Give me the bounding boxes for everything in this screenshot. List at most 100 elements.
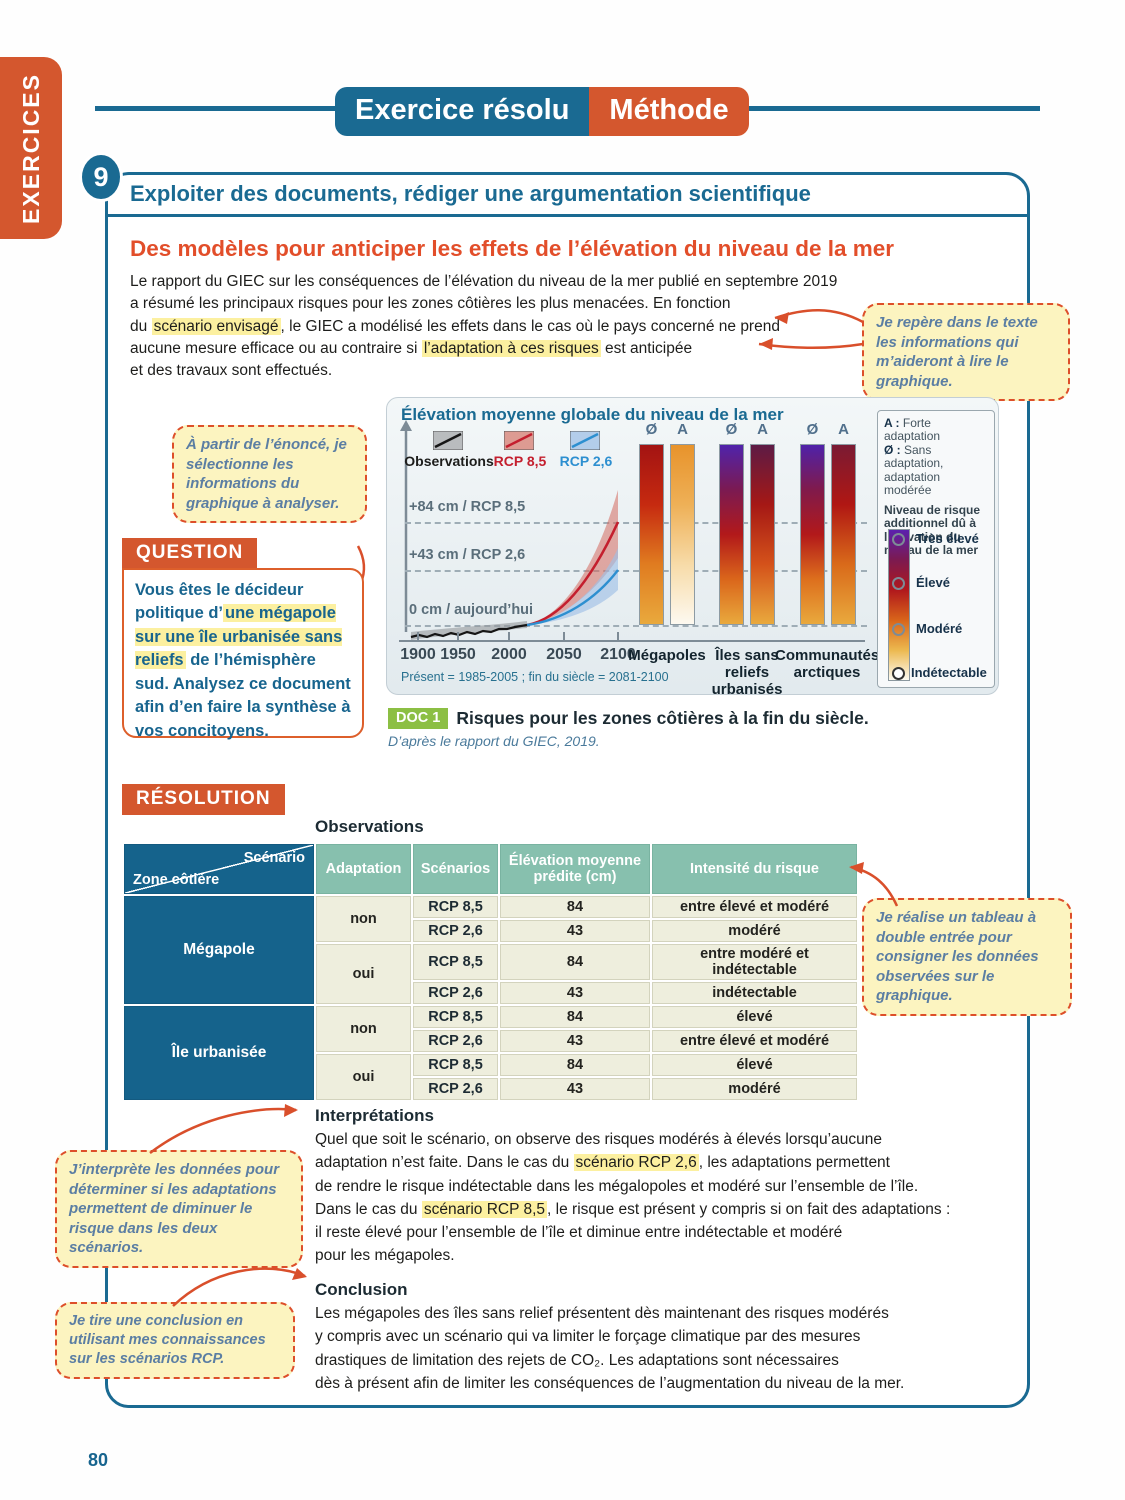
group-label-arctiques: Communautés arctiques [775, 647, 880, 681]
legend-sans-adaptation: Ø : Sans adaptation, adaptation modérée [884, 442, 988, 498]
conclusion-text: drastiques de limitation des rejets de C… [315, 1351, 839, 1369]
intro-text: du [130, 317, 152, 335]
x-tick [457, 632, 459, 641]
highlight-rcp85: scénario RCP 8,5 [421, 1200, 548, 1218]
elevation-cell: 43 [500, 982, 650, 1004]
scenario-cell: RCP 8,5 [413, 944, 498, 980]
elevation-cell: 84 [500, 1054, 650, 1076]
y-label-0: 0 cm / aujourd’hui [409, 602, 534, 618]
bar-header-adaptation: A [677, 421, 688, 438]
bar-header-no-adaptation: Ø [806, 421, 819, 438]
highlight-adaptation-risques: l’adaptation à ces risques [421, 339, 601, 357]
scenario-cell: RCP 2,6 [413, 1078, 498, 1100]
legend-key-O-text: Sans adaptation, adaptation modérée [884, 442, 944, 498]
zone-cell-ile-urbanisee: Île urbanisée [124, 1006, 314, 1100]
intro-text: , le GIEC a modélisé les effets dans le … [280, 317, 780, 335]
scenario-cell: RCP 2,6 [413, 1030, 498, 1052]
conclusion-paragraph: Les mégapoles des îles sans relief prése… [315, 1302, 975, 1395]
legend-key-A-text: Forte adaptation [884, 416, 941, 444]
table-corner-cell: Scénario Zone côtière [124, 844, 314, 894]
x-axis-note: Présent = 1985-2005 ; fin du siècle = 20… [401, 670, 669, 684]
header-badges: Exercice résolu Méthode [335, 87, 749, 136]
gridline-0cm [405, 625, 867, 627]
risk-cell: entre élevé et modéré [652, 1030, 857, 1052]
risk-cell: indétectable [652, 982, 857, 1004]
scenario-cell: RCP 8,5 [413, 1054, 498, 1076]
title-divider [107, 214, 1028, 217]
gridline-43cm [405, 570, 867, 572]
intro-text: et des travaux sont effectués. [130, 362, 333, 380]
header-badge-exercice-resolu: Exercice résolu [335, 87, 590, 136]
elevation-cell: 84 [500, 944, 650, 980]
x-tick [563, 632, 565, 641]
exercise-subtitle: Des modèles pour anticiper les effets de… [130, 236, 895, 261]
risk-circle-tres-eleve [892, 533, 905, 546]
risk-scale-gradient [888, 529, 910, 681]
bar-header-no-adaptation: Ø [645, 421, 658, 438]
scenario-cell: RCP 8,5 [413, 1006, 498, 1028]
x-tick-2100: 2100 [600, 646, 636, 663]
col-header-adaptation: Adaptation [316, 844, 411, 894]
arrow-to-intro-text [758, 309, 864, 350]
exercise-number-badge: 9 [82, 155, 120, 199]
intro-text: aucune mesure efficace ou au contraire s… [130, 339, 422, 357]
x-tick-2050: 2050 [546, 646, 582, 663]
adaptation-cell: non [316, 896, 411, 942]
risk-bar-iles-adapt [750, 444, 775, 625]
sea-level-curves [410, 490, 620, 640]
risk-bar-iles-no-adapt [719, 444, 744, 625]
exercise-title: Exploiter des documents, rédiger une arg… [130, 181, 811, 206]
interp-text: adaptation n’est faite. Dans le cas du [315, 1154, 574, 1172]
gridline-84cm [405, 522, 867, 524]
tip-bubble-conclusion: Je tire une conclusion en utilisant mes … [55, 1302, 295, 1379]
interpretations-heading: Interprétations [315, 1106, 435, 1125]
risk-cell: entre modéré et indétectable [652, 944, 857, 980]
rcp85-swatch-icon [504, 431, 534, 450]
risk-cell: entre élevé et modéré [652, 896, 857, 918]
scenario-cell: RCP 2,6 [413, 920, 498, 942]
tip-bubble-selection-informations: À partir de l’énoncé, je sélectionne les… [172, 425, 367, 523]
legend-rcp85: RCP 8,5 [493, 453, 547, 469]
doc1-source: D’après le rapport du GIEC, 2019. [388, 733, 600, 749]
legend-key-O: Ø : [884, 442, 901, 457]
adaptation-cell: oui [316, 944, 411, 1004]
legend-observations: Observations [404, 453, 494, 469]
observations-table: Scénario Zone côtière Adaptation Scénari… [122, 842, 859, 1102]
risk-cell: élevé [652, 1006, 857, 1028]
arrow-to-interpretations [149, 1104, 298, 1154]
legend-key-A: A : [884, 416, 900, 430]
col-header-elevation: Élévation moyenne prédite (cm) [500, 844, 650, 894]
scenario-cell: RCP 2,6 [413, 982, 498, 1004]
risk-circle-indetectable [892, 667, 905, 680]
chart-title: Élévation moyenne globale du niveau de l… [401, 405, 784, 424]
adaptation-cell: oui [316, 1054, 411, 1100]
resolution-label: RÉSOLUTION [122, 784, 285, 815]
tip-bubble-tableau-double-entree: Je réalise un tableau à double entrée po… [862, 898, 1072, 1016]
doc1-caption: Risques pour les zones côtières à la fin… [456, 708, 869, 728]
interp-text: Dans le cas du [315, 1200, 422, 1218]
table-caption-observations: Observations [315, 817, 424, 836]
x-tick [417, 632, 419, 641]
x-tick [508, 632, 510, 641]
risk-level-indetectable: Indétectable [911, 665, 987, 680]
legend-adaptation-forte: A : Forte adaptation [884, 416, 988, 444]
x-tick [617, 632, 619, 641]
interp-text: Quel que soit le scénario, on observe de… [315, 1131, 882, 1148]
x-tick-1950: 1950 [440, 646, 476, 663]
conclusion-text: y compris avec un scénario qui va limite… [315, 1328, 861, 1346]
conclusion-heading: Conclusion [315, 1280, 408, 1299]
elevation-cell: 84 [500, 896, 650, 918]
y-axis-icon [400, 420, 412, 632]
arrow-to-conclusion [172, 1267, 307, 1307]
intro-text: est anticipée [600, 339, 693, 357]
intro-text: Le rapport du GIEC sur les conséquences … [130, 273, 838, 290]
tip-bubble-reperer-texte: Je repère dans le texte les informations… [862, 303, 1070, 401]
x-tick-2000: 2000 [491, 646, 527, 663]
risk-bar-megapoles-adapt [670, 444, 695, 625]
observations-swatch-icon [433, 431, 463, 450]
col-header-intensite: Intensité du risque [652, 844, 857, 894]
tip-bubble-interpreter-donnees: J’interprète les données pour déterminer… [55, 1150, 303, 1268]
question-text: Vous êtes le décideur politique d’ [135, 581, 304, 623]
bar-header-no-adaptation: Ø [725, 421, 738, 438]
